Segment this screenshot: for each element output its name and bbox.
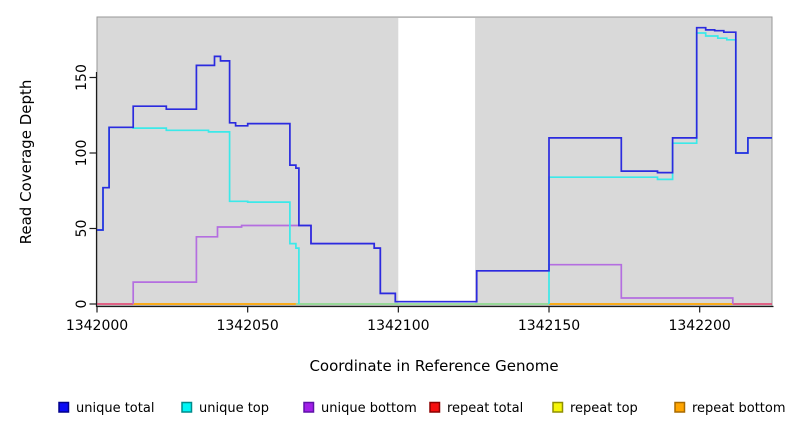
legend-item-unique-total: unique total <box>58 401 154 416</box>
series-line-unique-total <box>97 26 772 303</box>
x-tick-label: 1342200 <box>668 318 730 334</box>
x-tick-label: 1342050 <box>216 318 278 334</box>
legend-swatch-unique-top <box>181 401 193 413</box>
x-tick-label: 1342000 <box>66 318 128 334</box>
y-tick-label: 0 <box>74 300 90 309</box>
legend-label-repeat-total: repeat total <box>447 401 523 416</box>
legend-swatch-repeat-bottom <box>674 401 686 413</box>
x-axis-title: Coordinate in Reference Genome <box>309 357 558 375</box>
y-tick-label: 50 <box>74 220 90 238</box>
legend-label-unique-total: unique total <box>76 401 154 416</box>
y-tick-label: 100 <box>74 140 90 167</box>
legend-item-repeat-top: repeat top <box>552 401 638 416</box>
legend-swatch-unique-total <box>58 401 70 413</box>
plot-root: 0 50 100 150 1342000 1342050 1342100 1342150 134… <box>66 16 774 334</box>
legend-swatch-repeat-top <box>552 401 564 413</box>
legend-item-unique-top: unique top <box>181 401 269 416</box>
y-axis-title: Read Coverage Depth <box>17 80 35 245</box>
legend-label-unique-bottom: unique bottom <box>321 401 417 416</box>
coverage-gap-region <box>398 18 476 305</box>
legend-swatch-repeat-total <box>429 401 441 413</box>
legend-item-unique-bottom: unique bottom <box>303 401 417 416</box>
legend-swatch-unique-bottom <box>303 401 315 413</box>
legend-label-repeat-bottom: repeat bottom <box>692 401 786 416</box>
x-tick-label: 1342100 <box>367 318 429 334</box>
legend-label-repeat-top: repeat top <box>570 401 638 416</box>
legend-item-repeat-bottom: repeat bottom <box>674 401 786 416</box>
y-tick-label: 150 <box>74 64 90 91</box>
x-tick-label: 1342150 <box>518 318 580 334</box>
legend: unique total unique top unique bottom repea… <box>58 401 786 416</box>
legend-label-unique-top: unique top <box>199 401 269 416</box>
legend-item-repeat-total: repeat total <box>429 401 523 416</box>
